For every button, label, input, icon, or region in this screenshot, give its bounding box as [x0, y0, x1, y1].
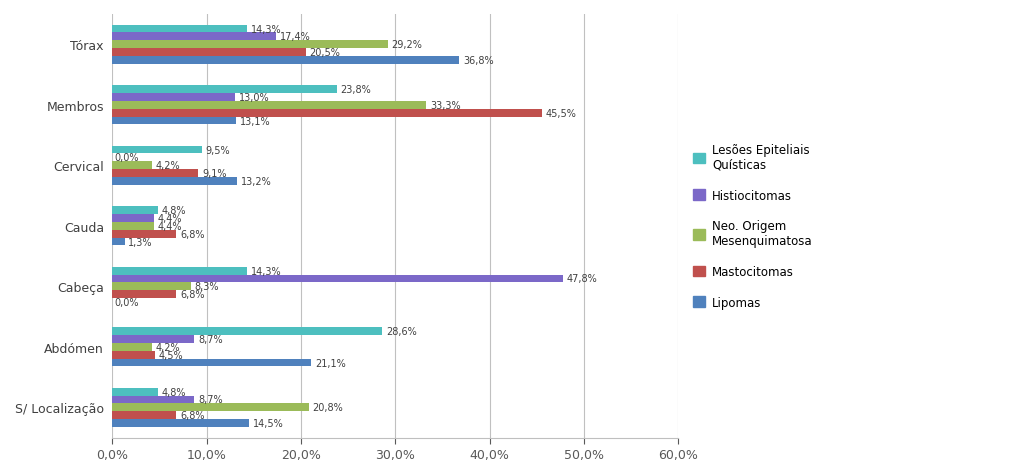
- Bar: [113, 207, 158, 215]
- Bar: [113, 215, 153, 222]
- Text: 0,0%: 0,0%: [115, 153, 139, 163]
- Bar: [113, 396, 194, 404]
- Text: 36,8%: 36,8%: [463, 56, 494, 66]
- Text: 4,5%: 4,5%: [159, 350, 183, 360]
- Bar: [113, 222, 153, 230]
- Bar: [113, 101, 427, 109]
- Bar: [113, 49, 306, 57]
- Text: 13,0%: 13,0%: [238, 93, 269, 103]
- Text: 6,8%: 6,8%: [180, 289, 205, 299]
- Text: 4,4%: 4,4%: [158, 221, 182, 231]
- Text: 23,8%: 23,8%: [341, 85, 371, 95]
- Text: 6,8%: 6,8%: [180, 229, 205, 239]
- Bar: [113, 57, 459, 65]
- Legend: Lesões Epiteliais
Quísticas, Histiocitomas, Neo. Origem
Mesenquimatosa, Mastocit: Lesões Epiteliais Quísticas, Histiocitom…: [690, 140, 816, 313]
- Bar: [113, 94, 235, 101]
- Bar: [113, 388, 158, 396]
- Text: 21,1%: 21,1%: [315, 358, 346, 368]
- Bar: [113, 351, 154, 359]
- Text: 47,8%: 47,8%: [567, 274, 597, 284]
- Text: 14,5%: 14,5%: [253, 418, 283, 428]
- Bar: [113, 41, 388, 49]
- Bar: [113, 146, 202, 154]
- Text: 14,3%: 14,3%: [251, 24, 281, 34]
- Text: 33,3%: 33,3%: [431, 100, 460, 110]
- Text: 14,3%: 14,3%: [251, 266, 281, 276]
- Text: 4,2%: 4,2%: [155, 161, 180, 171]
- Text: 4,2%: 4,2%: [155, 342, 180, 352]
- Bar: [113, 178, 237, 186]
- Bar: [113, 283, 190, 291]
- Bar: [113, 33, 276, 41]
- Bar: [113, 359, 311, 367]
- Bar: [113, 86, 337, 94]
- Text: 29,2%: 29,2%: [392, 40, 422, 50]
- Bar: [113, 230, 177, 238]
- Bar: [113, 419, 250, 427]
- Text: 8,7%: 8,7%: [198, 334, 223, 344]
- Bar: [113, 411, 177, 419]
- Text: 13,2%: 13,2%: [240, 177, 271, 187]
- Bar: [113, 335, 194, 343]
- Bar: [113, 327, 383, 335]
- Text: 4,8%: 4,8%: [162, 206, 186, 216]
- Bar: [113, 238, 125, 246]
- Text: 9,5%: 9,5%: [206, 145, 230, 155]
- Text: 13,1%: 13,1%: [239, 116, 270, 126]
- Bar: [113, 343, 152, 351]
- Text: 20,5%: 20,5%: [310, 48, 341, 58]
- Text: 4,4%: 4,4%: [158, 213, 182, 223]
- Bar: [113, 26, 248, 33]
- Text: 6,8%: 6,8%: [180, 410, 205, 420]
- Bar: [113, 117, 236, 125]
- Bar: [113, 109, 541, 117]
- Bar: [113, 404, 309, 411]
- Bar: [113, 267, 248, 275]
- Text: 45,5%: 45,5%: [545, 109, 576, 119]
- Text: 20,8%: 20,8%: [312, 403, 343, 413]
- Bar: [113, 162, 152, 170]
- Bar: [113, 170, 198, 178]
- Bar: [113, 275, 564, 283]
- Text: 1,3%: 1,3%: [128, 237, 152, 247]
- Text: 8,3%: 8,3%: [194, 282, 219, 292]
- Bar: [113, 291, 177, 298]
- Text: 28,6%: 28,6%: [386, 327, 416, 337]
- Text: 8,7%: 8,7%: [198, 395, 223, 405]
- Text: 9,1%: 9,1%: [202, 169, 226, 179]
- Text: 0,0%: 0,0%: [115, 298, 139, 307]
- Text: 17,4%: 17,4%: [280, 32, 311, 42]
- Text: 4,8%: 4,8%: [162, 387, 186, 397]
